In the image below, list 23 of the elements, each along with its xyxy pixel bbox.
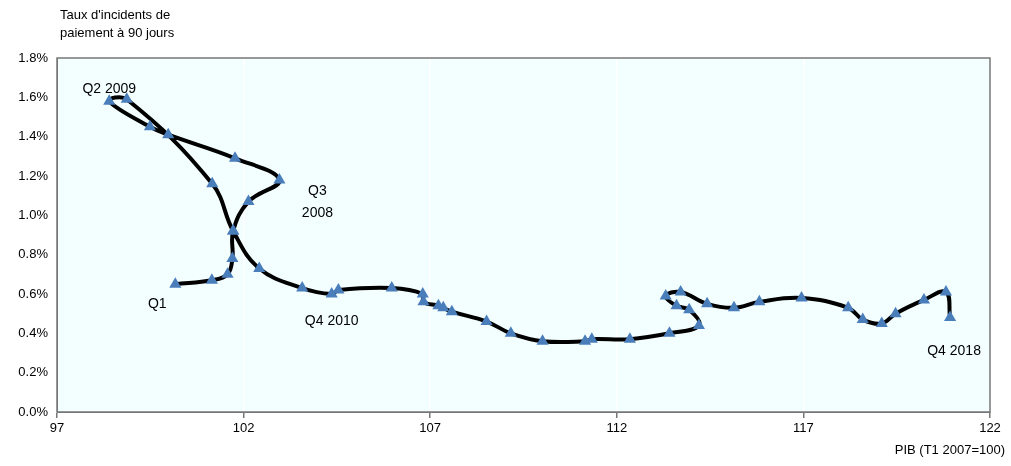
y-tick-label: 0.2%	[18, 364, 49, 380]
y-tick-label: 0.8%	[18, 246, 49, 262]
x-tick-label: 122	[979, 420, 1001, 436]
annotation: Q4 2010	[304, 311, 359, 328]
x-tick-label: 112	[606, 420, 628, 436]
y-axis-title: Taux d'incidents de paiement à 90 jours	[60, 6, 175, 42]
y-tick-label: 0.6%	[18, 285, 49, 301]
x-axis-title: PIB (T1 2007=100)	[894, 442, 1005, 457]
annotation: Q2 2009	[82, 80, 137, 97]
annotation: Q1	[147, 295, 167, 312]
y-tick-label: 1.6%	[18, 88, 49, 104]
x-tick-label: 97	[49, 420, 65, 436]
y-tick-label: 0.4%	[18, 324, 49, 340]
x-tick-label: 107	[419, 420, 442, 436]
y-tick-label: 1.2%	[18, 167, 49, 183]
y-tick-label: 1.0%	[18, 206, 49, 222]
x-tick-label: 117	[793, 420, 814, 436]
x-tick-label: 102	[232, 420, 255, 436]
annotation: Q3 2008	[301, 181, 334, 220]
annotation: Q4 2018	[927, 342, 982, 359]
y-tick-label: 0.0%	[18, 403, 49, 419]
y-tick-label: 1.8%	[18, 49, 49, 65]
y-tick-label: 1.4%	[18, 128, 49, 144]
